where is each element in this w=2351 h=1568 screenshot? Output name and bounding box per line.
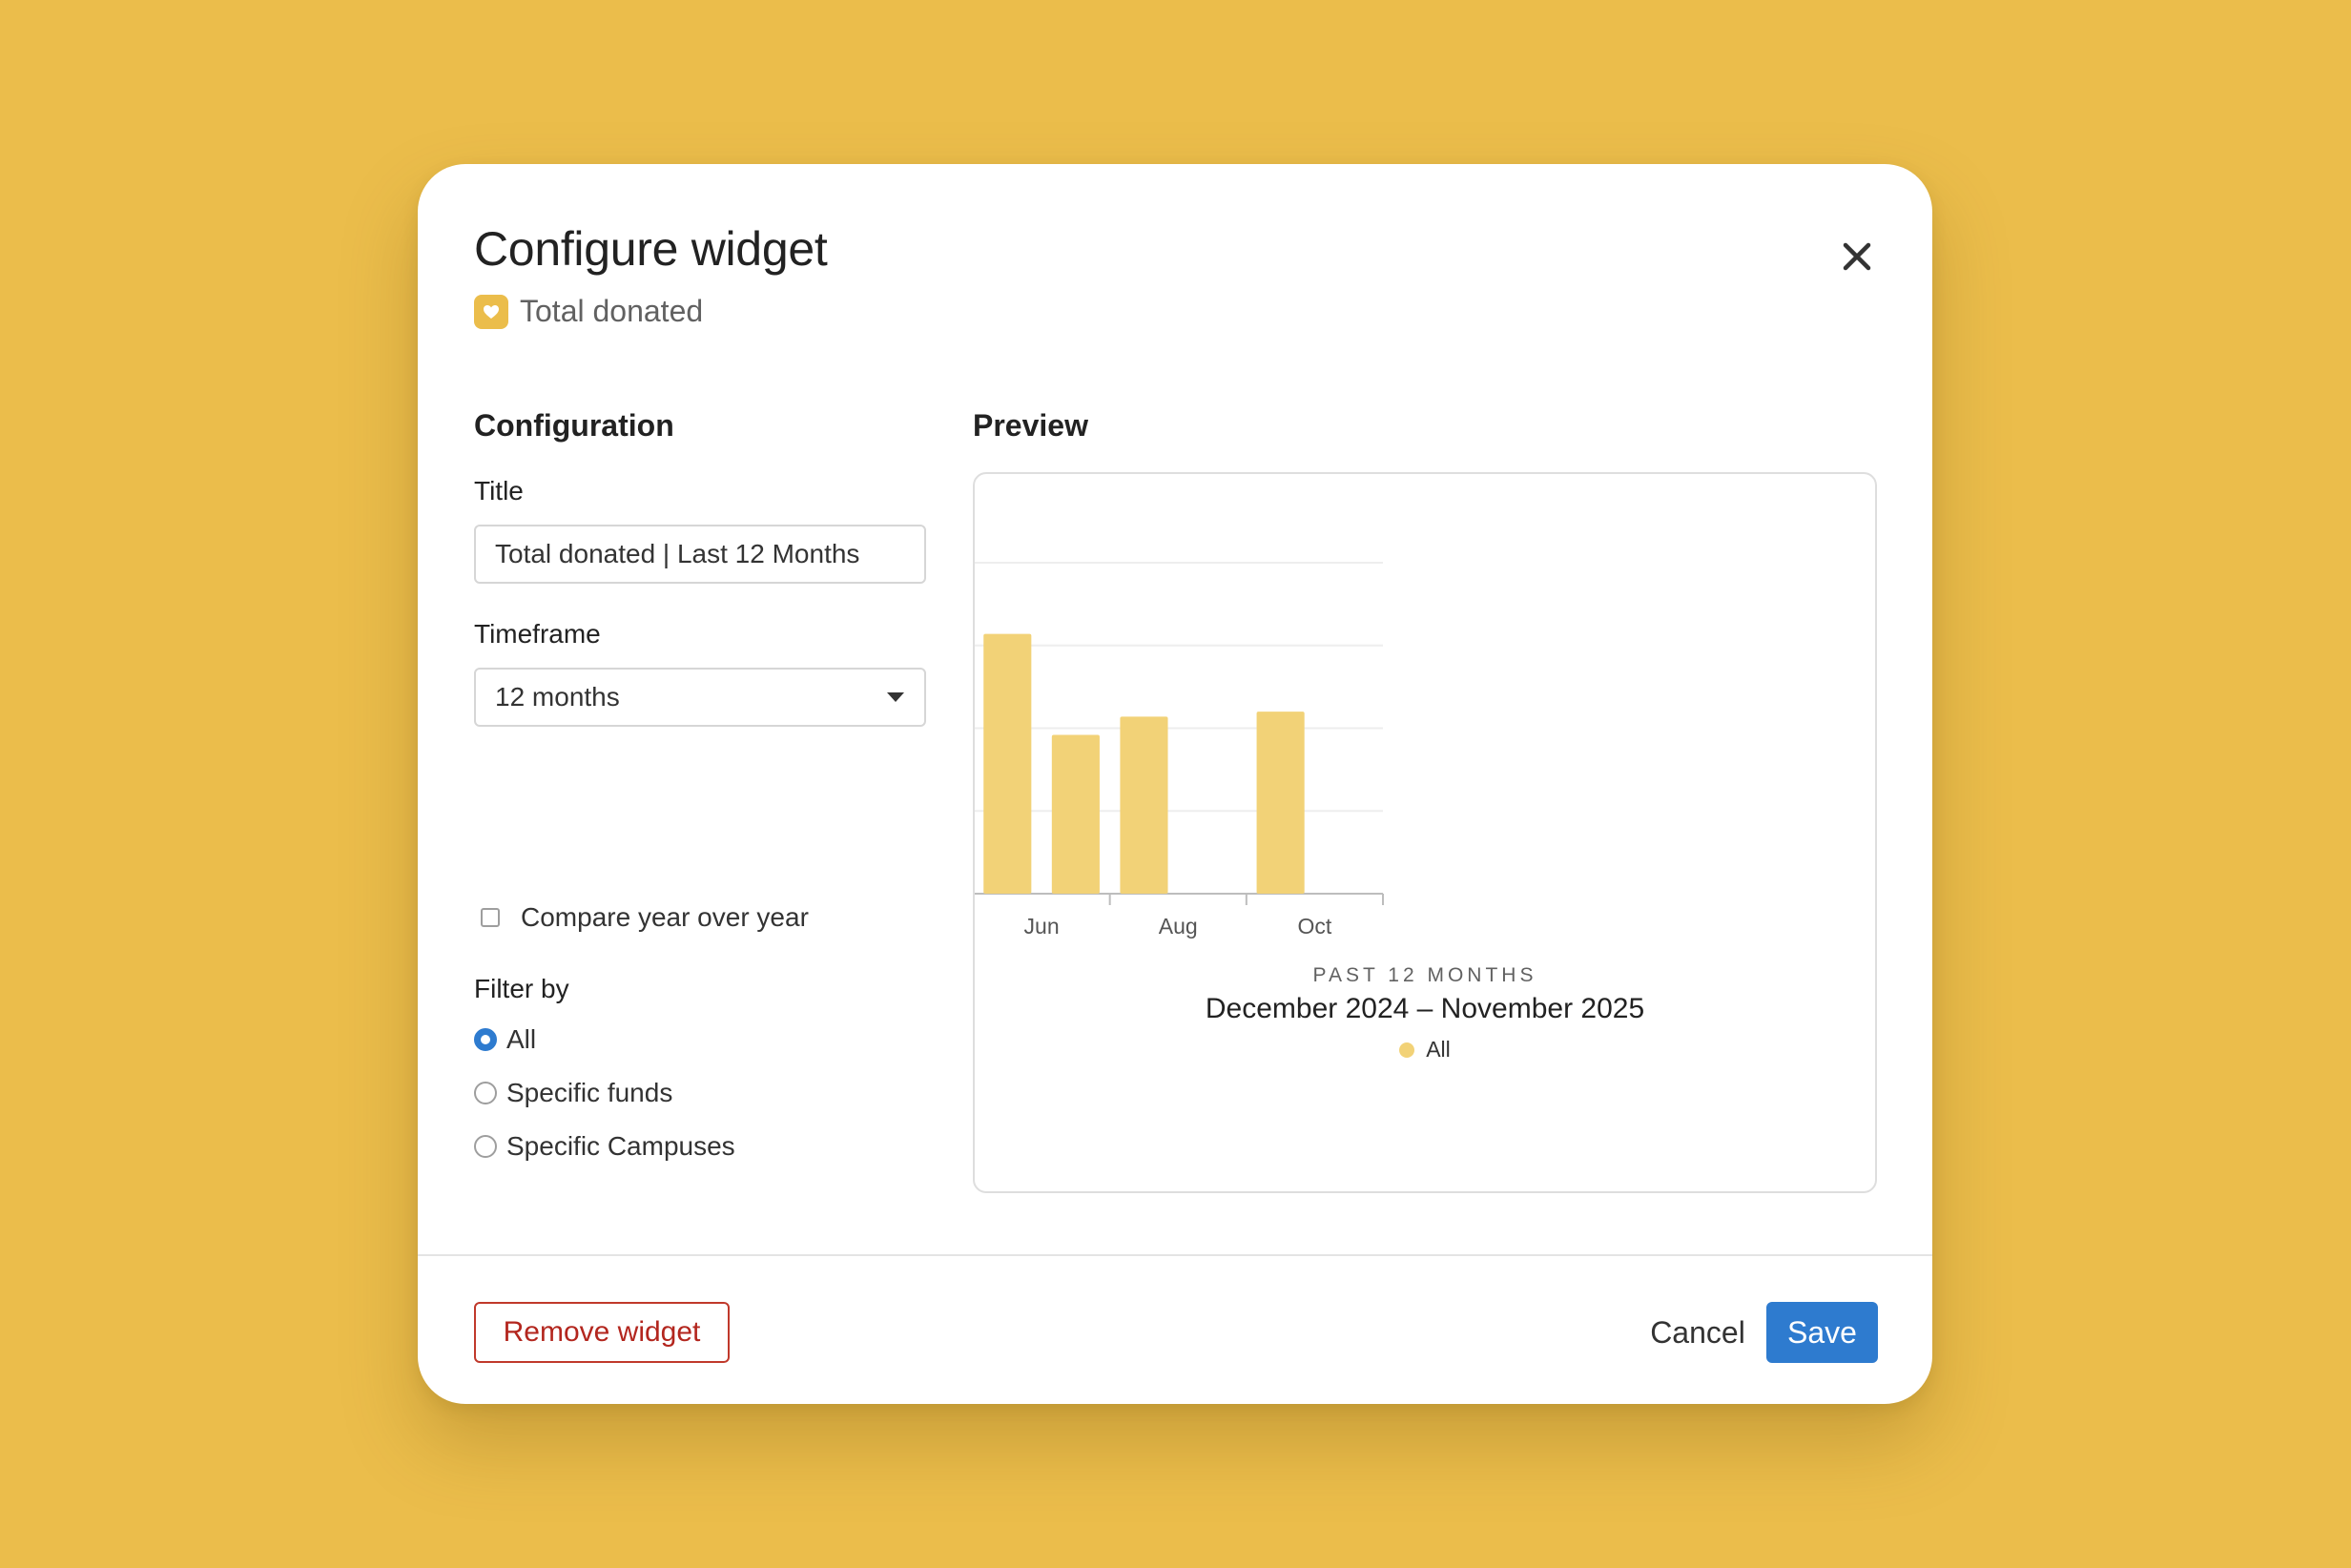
preview-heading: Preview: [973, 408, 1088, 443]
compare-year-over-year-checkbox[interactable]: Compare year over year: [481, 902, 809, 933]
x-tick-label: Jun: [1024, 914, 1060, 939]
close-icon: [1843, 242, 1871, 271]
widget-type-label: Total donated: [520, 294, 704, 328]
bar-oct: [1256, 712, 1305, 894]
filter-by-label: Filter by: [474, 974, 569, 1003]
timeframe-select[interactable]: 12 months: [474, 668, 926, 727]
footer-divider: [418, 1254, 1932, 1256]
bar-chart: $0.00$5.00k$10.0k$15.0k$20.0kDecFebAprJu…: [975, 562, 1384, 939]
x-tick-label: Oct: [1298, 914, 1332, 939]
radio-button[interactable]: [474, 1082, 497, 1104]
save-button[interactable]: Save: [1766, 1302, 1878, 1363]
timeframe-value: 12 months: [495, 682, 620, 712]
filter-option-label: Specific Campuses: [506, 1131, 735, 1161]
modal-title: Configure widget: [474, 222, 828, 276]
cancel-button[interactable]: Cancel: [1621, 1302, 1774, 1363]
title-input[interactable]: [474, 525, 926, 584]
bar-jul: [1051, 734, 1100, 894]
radio-button[interactable]: [474, 1028, 497, 1051]
filter-option-specific-campuses[interactable]: Specific Campuses: [474, 1131, 735, 1162]
filter-option-specific-funds[interactable]: Specific funds: [474, 1078, 672, 1108]
compare-year-over-year-label: Compare year over year: [521, 902, 809, 932]
close-button[interactable]: [1831, 231, 1883, 282]
configure-widget-modal: Configure widget Total donated Configura…: [418, 164, 1932, 1404]
legend-dot: [1399, 1042, 1415, 1058]
x-tick-label: Aug: [1159, 914, 1198, 939]
widget-type: Total donated: [474, 294, 703, 329]
title-label: Title: [474, 476, 524, 505]
remove-widget-button[interactable]: Remove widget: [474, 1302, 730, 1363]
timeframe-label: Timeframe: [474, 619, 601, 649]
chart-legend: All: [975, 1037, 1875, 1063]
radio-button[interactable]: [474, 1135, 497, 1158]
chart-title: December 2024 – November 2025: [1205, 993, 1645, 1024]
filter-option-all[interactable]: All: [474, 1024, 536, 1055]
preview-card: $0.00$5.00k$10.0k$15.0k$20.0kDecFebAprJu…: [973, 472, 1877, 1193]
bar-jun: [983, 633, 1032, 894]
heart-icon: [474, 294, 508, 329]
chart-subtitle: PAST 12 MONTHS: [1312, 964, 1537, 986]
filter-option-label: All: [506, 1024, 537, 1054]
checkbox-box[interactable]: [481, 908, 500, 927]
bar-aug: [1120, 716, 1168, 894]
legend-label: All: [1426, 1037, 1451, 1062]
filter-option-label: Specific funds: [506, 1078, 673, 1107]
caret-down-icon: [887, 692, 904, 702]
configuration-heading: Configuration: [474, 408, 674, 443]
